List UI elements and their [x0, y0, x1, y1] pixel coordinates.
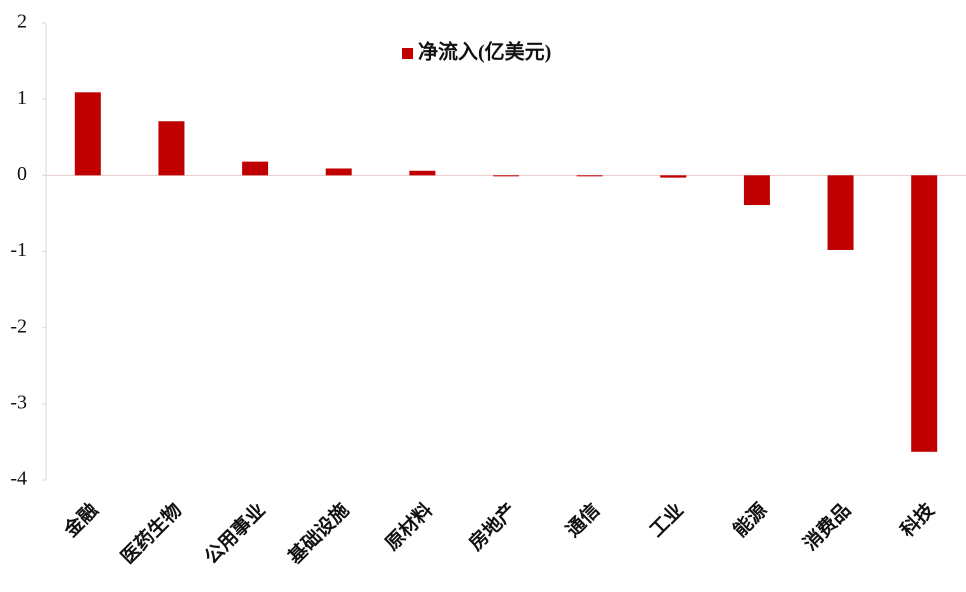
bar [911, 175, 938, 452]
y-tick-label: 2 [17, 11, 27, 33]
x-tick-label: 基础设施 [283, 498, 354, 569]
y-tick-label: -1 [10, 239, 27, 261]
y-tick-label: 0 [17, 163, 27, 185]
y-tick-label: -4 [10, 468, 27, 490]
y-tick-label: -3 [10, 391, 27, 413]
x-tick-label: 房地产 [464, 498, 521, 555]
bar [660, 175, 687, 178]
x-tick-label: 工业 [645, 499, 687, 541]
x-tick-label: 科技 [896, 498, 940, 542]
x-tick-label: 医药生物 [116, 498, 186, 568]
bar [493, 175, 519, 177]
x-tick-label: 金融 [59, 498, 103, 542]
legend-swatch [402, 48, 413, 59]
bar [409, 170, 436, 176]
x-tick-label: 原材料 [380, 498, 437, 555]
bar [827, 175, 854, 250]
y-tick-label: 1 [17, 87, 27, 109]
x-tick-label: 消费品 [799, 498, 856, 555]
bar [743, 175, 770, 206]
x-tick-label: 通信 [561, 498, 604, 541]
x-tick-label: 公用事业 [200, 498, 270, 568]
legend-label: 净流入(亿美元) [418, 40, 551, 64]
bar [158, 121, 185, 176]
x-tick-label: 能源 [728, 498, 771, 541]
bar [242, 161, 269, 176]
bar [325, 168, 352, 176]
y-tick-label: -2 [10, 315, 27, 337]
bar [74, 92, 101, 176]
bar [576, 175, 603, 177]
